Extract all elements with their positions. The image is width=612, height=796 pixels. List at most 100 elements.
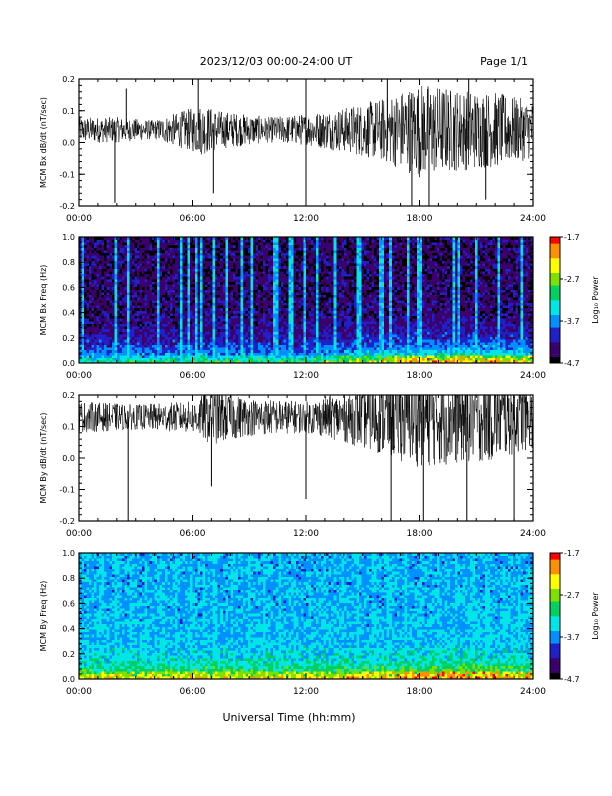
heatmap-cell <box>147 240 150 243</box>
heatmap-cell <box>281 305 284 308</box>
heatmap-cell <box>324 269 327 272</box>
heatmap-cell <box>314 263 317 266</box>
heatmap-cell <box>258 261 261 264</box>
heatmap-cell <box>215 240 218 243</box>
heatmap-cell <box>314 358 317 361</box>
heatmap-cell <box>298 284 301 287</box>
heatmap-cell <box>301 324 304 327</box>
heatmap-cell <box>162 253 165 256</box>
heatmap-cell <box>311 240 314 243</box>
heatmap-cell <box>82 242 85 245</box>
heatmap-cell <box>263 305 266 308</box>
heatmap-cell <box>215 337 218 340</box>
heatmap-cell <box>180 355 183 358</box>
heatmap-cell <box>240 303 243 306</box>
heatmap-cell <box>109 329 112 332</box>
heatmap-cell <box>82 318 85 321</box>
heatmap-cell <box>147 332 150 335</box>
heatmap-cell <box>177 279 180 282</box>
heatmap-cell <box>175 248 178 251</box>
heatmap-cell <box>230 339 233 342</box>
heatmap-cell <box>319 358 322 361</box>
heatmap-cell <box>175 255 178 258</box>
heatmap-cell <box>306 334 309 337</box>
heatmap-cell <box>172 332 175 335</box>
heatmap-cell <box>245 318 248 321</box>
heatmap-cell <box>253 240 256 243</box>
heatmap-cell <box>89 263 92 266</box>
heatmap-cell <box>107 318 110 321</box>
heatmap-cell <box>198 282 201 285</box>
figure-title: 2023/12/03 00:00-24:00 UT <box>200 55 353 68</box>
heatmap-cell <box>230 329 233 332</box>
heatmap-cell <box>278 287 281 290</box>
heatmap-cell <box>117 329 120 332</box>
heatmap-cell <box>245 271 248 274</box>
heatmap-cell <box>248 255 251 258</box>
heatmap-cell <box>165 324 168 327</box>
heatmap-cell <box>243 292 246 295</box>
heatmap-cell <box>132 305 135 308</box>
heatmap-cell <box>230 353 233 356</box>
heatmap-cell <box>321 311 324 314</box>
heatmap-cell <box>82 253 85 256</box>
heatmap-cell <box>200 347 203 350</box>
heatmap-cell <box>283 287 286 290</box>
heatmap-cell <box>167 276 170 279</box>
heatmap-cell <box>87 305 90 308</box>
heatmap-cell <box>205 250 208 253</box>
heatmap-cell <box>177 255 180 258</box>
heatmap-cell <box>162 245 165 248</box>
heatmap-cell <box>329 321 332 324</box>
heatmap-cell <box>258 292 261 295</box>
heatmap-cell <box>122 358 125 361</box>
heatmap-cell <box>273 326 276 329</box>
heatmap-cell <box>137 263 140 266</box>
heatmap-cell <box>112 263 115 266</box>
heatmap-cell <box>157 295 160 298</box>
heatmap-cell <box>298 334 301 337</box>
heatmap-cell <box>225 261 228 264</box>
heatmap-cell <box>283 297 286 300</box>
heatmap-cell <box>210 242 213 245</box>
heatmap-cell <box>283 248 286 251</box>
heatmap-cell <box>104 308 107 311</box>
heatmap-cell <box>107 329 110 332</box>
heatmap-cell <box>170 248 173 251</box>
heatmap-cell <box>238 355 241 358</box>
heatmap-cell <box>266 261 269 264</box>
heatmap-cell <box>240 347 243 350</box>
heatmap-cell <box>190 287 193 290</box>
heatmap-cell <box>273 350 276 353</box>
heatmap-cell <box>177 261 180 264</box>
heatmap-cell <box>182 355 185 358</box>
heatmap-cell <box>223 271 226 274</box>
heatmap-cell <box>97 334 100 337</box>
heatmap-cell <box>129 303 132 306</box>
heatmap-cell <box>213 313 216 316</box>
heatmap-cell <box>198 255 201 258</box>
heatmap-cell <box>210 261 213 264</box>
heatmap-cell <box>167 255 170 258</box>
heatmap-cell <box>283 308 286 311</box>
heatmap-cell <box>150 324 153 327</box>
heatmap-cell <box>256 345 259 348</box>
heatmap-cell <box>230 292 233 295</box>
heatmap-cell <box>114 279 117 282</box>
heatmap-cell <box>162 297 165 300</box>
heatmap-cell <box>253 334 256 337</box>
heatmap-cell <box>203 271 206 274</box>
heatmap-cell <box>215 242 218 245</box>
heatmap-cell <box>195 292 198 295</box>
heatmap-cell <box>155 305 158 308</box>
heatmap-cell <box>245 284 248 287</box>
heatmap-cell <box>84 318 87 321</box>
heatmap-cell <box>177 347 180 350</box>
heatmap-cell <box>142 358 145 361</box>
heatmap-cell <box>233 266 236 269</box>
heatmap-cell <box>187 353 190 356</box>
heatmap-cell <box>210 284 213 287</box>
heatmap-cell <box>213 324 216 327</box>
heatmap-cell <box>198 311 201 314</box>
heatmap-cell <box>142 308 145 311</box>
